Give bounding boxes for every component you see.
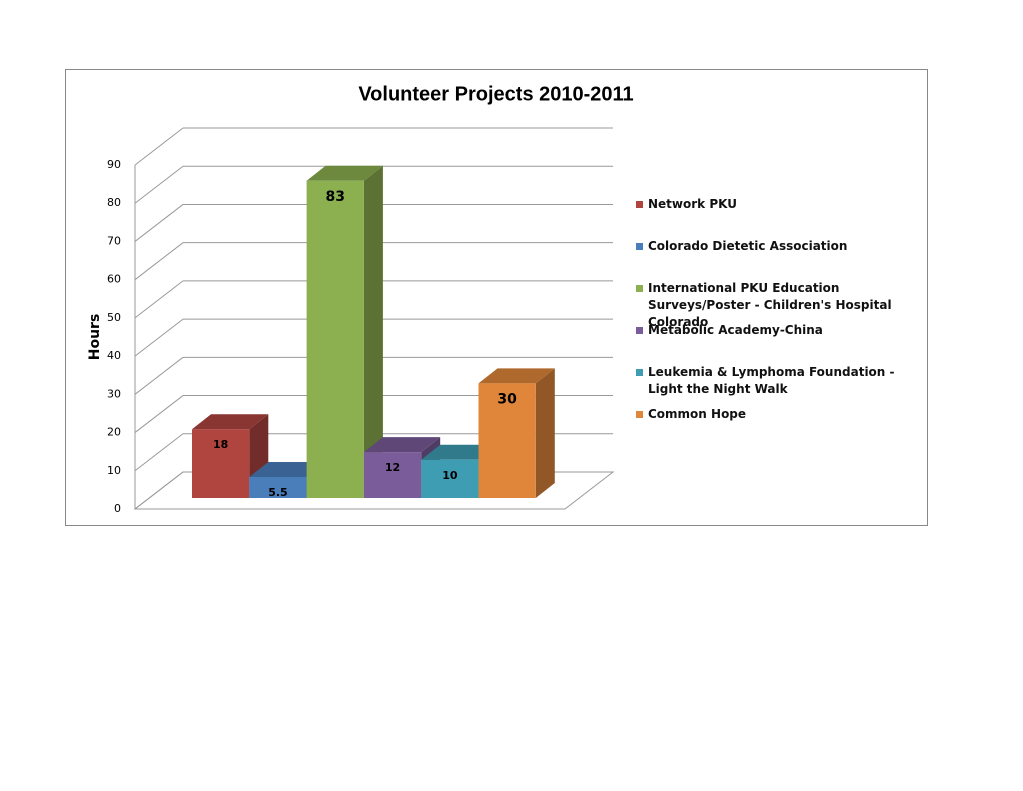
y-axis-label: Hours (87, 314, 103, 361)
data-label: 5.5 (268, 486, 288, 499)
bar-side (363, 165, 383, 498)
legend-item: Colorado Dietetic Association (636, 238, 921, 280)
legend: Network PKU Colorado Dietetic Association… (636, 196, 921, 448)
y-tick-label: 70 (107, 234, 121, 247)
y-tick-label: 40 (107, 349, 121, 362)
grid-line (134, 165, 184, 204)
bar (478, 383, 536, 498)
y-tick-label: 0 (114, 502, 121, 515)
legend-label: Common Hope (648, 407, 747, 421)
grid-line (134, 204, 184, 242)
bar-top (478, 368, 555, 384)
legend-label: Leukemia & Lymphoma Foundation - Light t… (648, 365, 895, 396)
data-label: 12 (385, 461, 400, 474)
grid-line (134, 356, 184, 395)
legend-swatch (636, 369, 643, 376)
bar (249, 476, 307, 498)
legend-swatch (636, 285, 643, 292)
grid-line (134, 395, 184, 433)
y-tick-label: 60 (107, 273, 121, 286)
bar-top (306, 165, 383, 181)
legend-label: International PKU Education Surveys/Post… (648, 281, 892, 329)
legend-swatch (636, 243, 643, 250)
grid-line (134, 242, 184, 281)
y-tick-label: 20 (107, 426, 121, 439)
grid-line (134, 471, 184, 510)
bar-top (249, 461, 326, 477)
y-tick-label: 30 (107, 387, 121, 400)
legend-item: Leukemia & Lymphoma Foundation - Light t… (636, 364, 921, 406)
chart-title: Volunteer Projects 2010-2011 (358, 83, 633, 105)
y-tick-label: 10 (107, 464, 121, 477)
legend-swatch (636, 201, 643, 208)
data-label: 30 (497, 391, 517, 407)
bar (421, 459, 479, 498)
data-label: 10 (442, 469, 458, 482)
y-tick-label: 80 (107, 196, 121, 209)
legend-swatch (636, 327, 643, 334)
bar (363, 452, 422, 498)
bar (192, 429, 250, 498)
grid-line (134, 318, 184, 357)
legend-swatch (636, 411, 643, 418)
legend-item: Metabolic Academy-China (636, 322, 921, 364)
legend-item: International PKU Education Surveys/Post… (636, 280, 921, 329)
legend-label: Metabolic Academy-China (648, 323, 823, 337)
data-label: 83 (326, 189, 345, 205)
legend-label: Colorado Dietetic Association (648, 239, 848, 253)
legend-label: Network PKU (648, 197, 737, 211)
legend-item: Common Hope (636, 406, 921, 448)
bar-top (363, 437, 441, 453)
legend-item: Network PKU (636, 196, 921, 238)
bar-top (421, 444, 498, 460)
y-tick-label: 50 (107, 311, 121, 324)
bar (306, 180, 364, 498)
grid-line (134, 433, 184, 472)
bar-side (535, 368, 555, 498)
grid-line (134, 127, 184, 166)
data-label: 18 (213, 438, 228, 451)
bar-top (192, 414, 269, 430)
y-tick-label: 90 (107, 158, 121, 171)
grid-line (134, 280, 184, 319)
